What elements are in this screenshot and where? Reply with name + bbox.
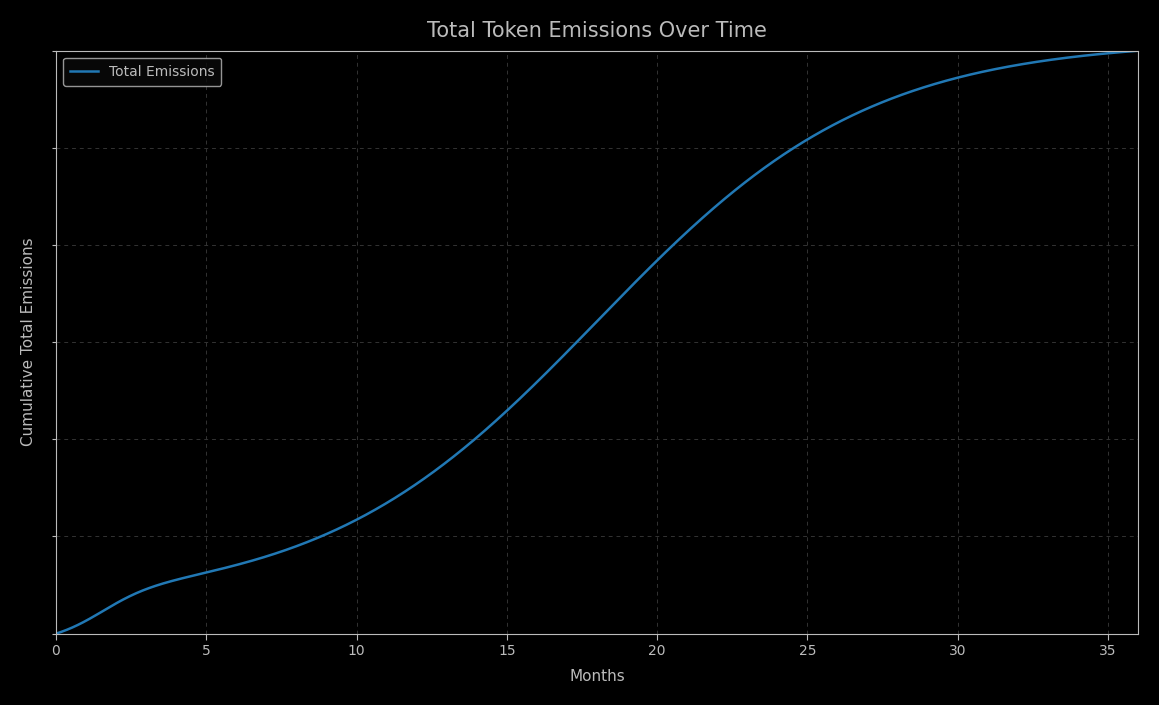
Total Emissions — [892, 91, 906, 99]
Total Emissions — [526, 382, 540, 391]
X-axis label: Months: Months — [569, 669, 625, 684]
Y-axis label: Cumulative Total Emissions: Cumulative Total Emissions — [21, 238, 36, 446]
Total Emissions — [912, 85, 926, 93]
Total Emissions — [792, 140, 806, 149]
Line: Total Emissions: Total Emissions — [56, 51, 1138, 634]
Total Emissions — [160, 578, 174, 587]
Total Emissions — [49, 630, 63, 638]
Total Emissions — [487, 419, 501, 427]
Total Emissions — [1131, 47, 1145, 55]
Legend: Total Emissions: Total Emissions — [63, 58, 221, 85]
Title: Total Token Emissions Over Time: Total Token Emissions Over Time — [428, 21, 767, 41]
